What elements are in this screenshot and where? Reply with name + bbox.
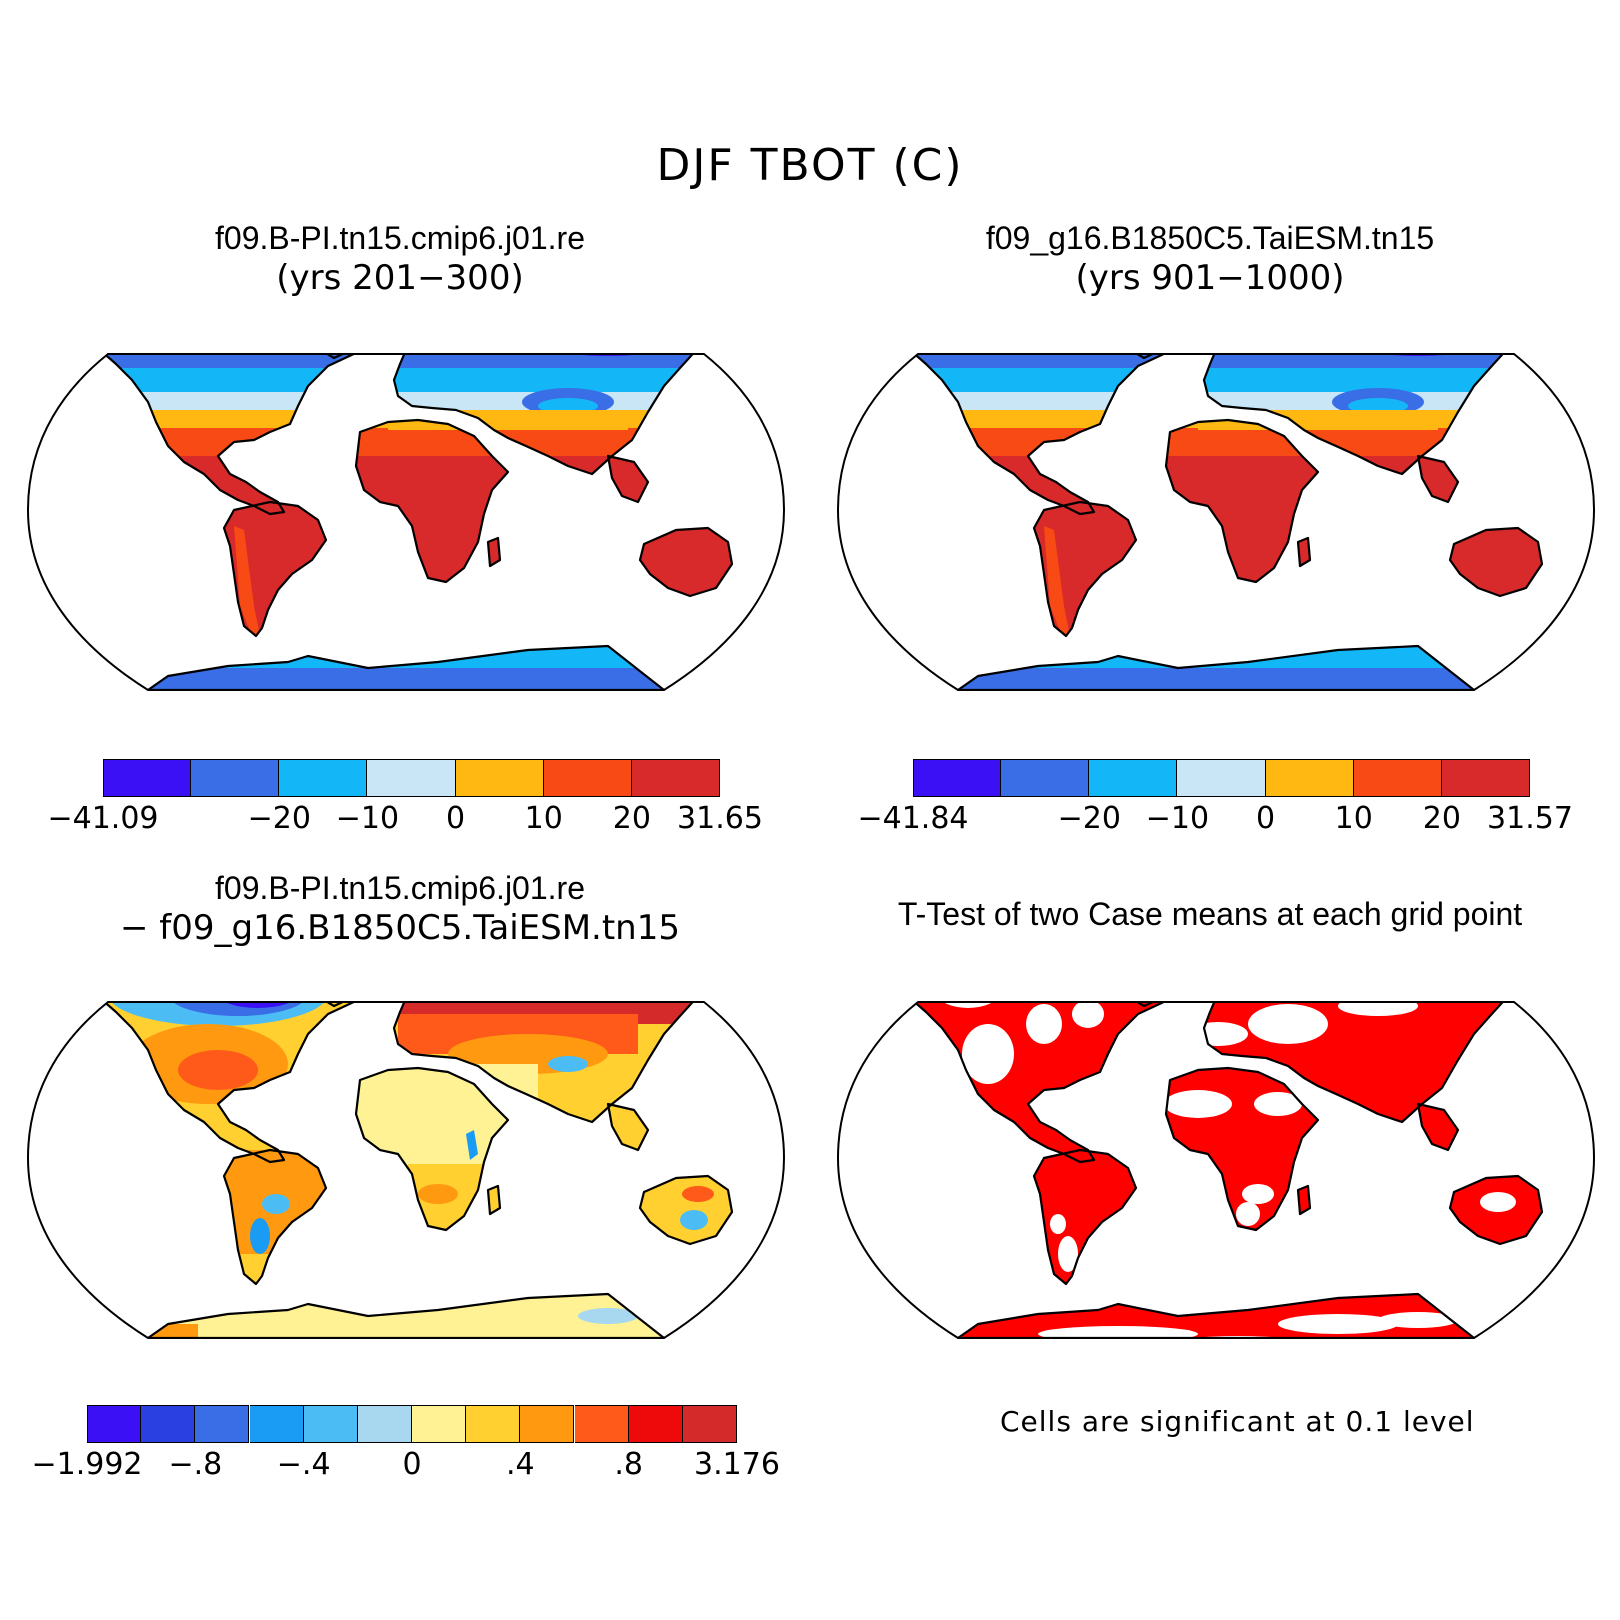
- colorbar-tick-label: 31.65: [677, 801, 763, 836]
- temperature-field: [910, 354, 1542, 690]
- colorbar-cell: [628, 1405, 683, 1443]
- colorbar-tick-label: −10: [335, 801, 400, 836]
- colorbar-cell: [1177, 759, 1266, 797]
- panel2-subtitle: (yrs 901−1000): [1075, 258, 1345, 298]
- colorbar-cell: [303, 1405, 358, 1443]
- colorbar-cell: [1353, 759, 1442, 797]
- colorbar-tick-label: 20: [612, 801, 651, 836]
- colorbar-cell: [1265, 759, 1354, 797]
- panel4-title-block: T-Test of two Case means at each grid po…: [810, 894, 1610, 934]
- panel1-title: f09.B-PI.tn15.cmip6.j01.re: [215, 220, 585, 256]
- colorbar-cell: [455, 759, 544, 797]
- colorbar-tick-label: 10: [524, 801, 563, 836]
- colorbar-difference: [87, 1405, 737, 1443]
- colorbar-cell: [141, 1405, 196, 1443]
- colorbar-cell: [520, 1405, 575, 1443]
- colorbar-tick-label: −41.84: [857, 801, 969, 836]
- colorbar-tick-label: 0: [1256, 801, 1276, 836]
- map-boundary: [836, 353, 1596, 691]
- significance-note: Cells are significant at 0.1 level: [1000, 1405, 1475, 1438]
- significance-field: [910, 1002, 1542, 1338]
- colorbar-cell: [279, 759, 368, 797]
- coastline-outlines: [908, 354, 1544, 690]
- colorbar-tick-label: .8: [614, 1447, 643, 1482]
- panel4-title: T-Test of two Case means at each grid po…: [897, 896, 1523, 932]
- colorbar-cell: [631, 759, 720, 797]
- map-boundary: [26, 1001, 786, 1339]
- colorbar-cell: [682, 1405, 737, 1443]
- difference-field: [100, 1002, 732, 1338]
- coastline-outlines: [908, 1002, 1544, 1338]
- colorbar-cell: [191, 759, 280, 797]
- colorbar-cell: [103, 759, 192, 797]
- coastline-outlines: [98, 1002, 734, 1338]
- panel1-subtitle: (yrs 201−300): [276, 258, 524, 298]
- colorbar-tick-label: −10: [1145, 801, 1210, 836]
- colorbar-cell: [357, 1405, 412, 1443]
- colorbar-case2: [913, 759, 1530, 797]
- panel3-title: f09.B-PI.tn15.cmip6.j01.re: [215, 870, 585, 906]
- colorbar-tick-label: −41.09: [47, 801, 159, 836]
- colorbar-case1: [103, 759, 720, 797]
- map-boundary: [26, 353, 786, 691]
- map-boundary: [836, 1001, 1596, 1339]
- colorbar-cell: [87, 1405, 142, 1443]
- colorbar-tick-label: −.4: [276, 1447, 331, 1482]
- colorbar-tick-label: 0: [402, 1447, 422, 1482]
- colorbar-tick-label: 31.57: [1487, 801, 1573, 836]
- figure-title: DJF TBOT (C): [656, 140, 964, 191]
- colorbar-tick-label: 10: [1334, 801, 1373, 836]
- colorbar-cell: [466, 1405, 521, 1443]
- colorbar-tick-label: −1.992: [31, 1447, 143, 1482]
- map-panel-case1: [26, 353, 786, 691]
- colorbar-tick-label: −20: [1057, 801, 1121, 836]
- map-panel-case2: [836, 353, 1596, 691]
- panel3-subtitle: − f09_g16.B1850C5.TaiESM.tn15: [120, 908, 680, 948]
- colorbar-tick-label: 0: [446, 801, 466, 836]
- colorbar-cell: [412, 1405, 467, 1443]
- panel3-title-block: f09.B-PI.tn15.cmip6.j01.re − f09_g16.B18…: [0, 868, 800, 948]
- colorbar-cell: [249, 1405, 304, 1443]
- colorbar-tick-label: 20: [1422, 801, 1461, 836]
- map-panel-difference: [26, 1001, 786, 1339]
- coastline-outlines: [98, 354, 734, 690]
- panel2-title: f09_g16.B1850C5.TaiESM.tn15: [985, 220, 1435, 256]
- colorbar-cell: [367, 759, 456, 797]
- colorbar-cell: [195, 1405, 250, 1443]
- panel2-title-block: f09_g16.B1850C5.TaiESM.tn15 (yrs 901−100…: [810, 218, 1610, 298]
- colorbar-cell: [1441, 759, 1530, 797]
- map-panel-ttest: [836, 1001, 1596, 1339]
- colorbar-cell: [913, 759, 1002, 797]
- colorbar-tick-label: .4: [506, 1447, 535, 1482]
- colorbar-cell: [1001, 759, 1090, 797]
- temperature-field: [100, 354, 732, 690]
- colorbar-cell: [543, 759, 632, 797]
- colorbar-tick-label: 3.176: [694, 1447, 780, 1482]
- colorbar-cell: [574, 1405, 629, 1443]
- colorbar-tick-label: −.8: [168, 1447, 223, 1482]
- colorbar-tick-label: −20: [247, 801, 311, 836]
- colorbar-cell: [1089, 759, 1178, 797]
- panel1-title-block: f09.B-PI.tn15.cmip6.j01.re (yrs 201−300): [0, 218, 800, 298]
